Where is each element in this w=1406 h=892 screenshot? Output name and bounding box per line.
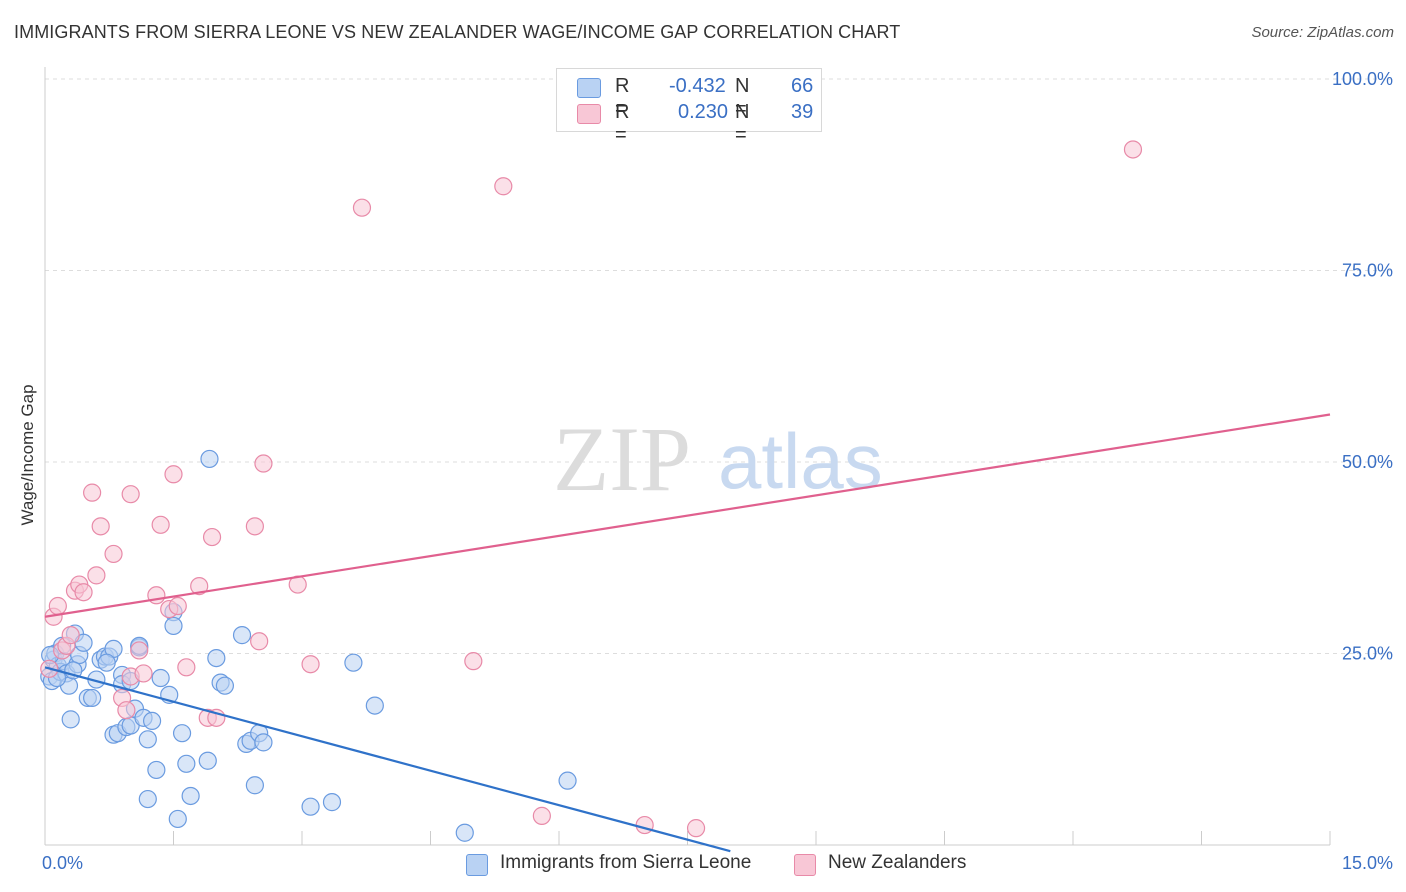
point-new-zealanders	[254, 454, 273, 473]
point-sierra-leone	[168, 809, 187, 829]
point-sierra-leone	[344, 653, 363, 672]
point-new-zealanders	[117, 701, 136, 720]
legend-r-label: R =	[615, 75, 630, 120]
point-new-zealanders	[202, 527, 222, 547]
point-new-zealanders	[352, 198, 372, 217]
point-sierra-leone	[254, 733, 273, 752]
point-sierra-leone	[198, 751, 217, 770]
trend-line-sierra-leone	[44, 666, 731, 853]
legend-r-value: 0.230	[678, 101, 729, 123]
point-new-zealanders	[87, 566, 106, 585]
point-sierra-leone	[151, 668, 170, 688]
point-sierra-leone	[83, 688, 102, 708]
point-sierra-leone	[200, 449, 219, 469]
y-tick-label: 25.0%	[1342, 644, 1393, 664]
y-tick-label: 50.0%	[1342, 452, 1393, 472]
legend-n-value: 39	[791, 101, 814, 123]
point-new-zealanders	[686, 819, 706, 838]
point-sierra-leone	[365, 696, 384, 715]
point-sierra-leone	[138, 730, 157, 749]
y-tick-label: 100.0%	[1332, 69, 1393, 89]
point-sierra-leone	[172, 724, 192, 743]
grid-lines	[45, 78, 1392, 654]
point-new-zealanders	[245, 517, 264, 536]
point-sierra-leone	[301, 797, 320, 816]
point-sierra-leone	[207, 648, 226, 668]
legend-n-label: N =	[735, 101, 750, 146]
point-new-zealanders	[164, 465, 183, 484]
point-sierra-leone	[164, 616, 183, 636]
trend-line-new-zealanders	[44, 413, 1331, 618]
point-sierra-leone	[322, 793, 342, 812]
point-new-zealanders	[190, 576, 209, 596]
point-new-zealanders	[532, 806, 551, 825]
point-sierra-leone	[181, 786, 200, 806]
legend-swatch-blue	[577, 78, 601, 98]
chart-title: IMMIGRANTS FROM SIERRA LEONE VS NEW ZEAL…	[14, 22, 901, 42]
point-sierra-leone	[138, 789, 157, 809]
legend-n-value: 66	[791, 75, 814, 97]
point-new-zealanders	[301, 655, 320, 674]
point-sierra-leone	[232, 626, 252, 645]
y-axis-label: Wage/Income Gap	[18, 384, 37, 525]
point-new-zealanders	[151, 515, 170, 534]
point-new-zealanders	[121, 485, 140, 504]
point-sierra-leone	[97, 653, 116, 672]
point-new-zealanders	[83, 483, 102, 502]
x-tick-label-end: 15.0%	[1342, 853, 1393, 873]
watermark-zip: ZIP	[553, 408, 691, 510]
point-sierra-leone	[61, 710, 80, 729]
legend-r-label: R =	[615, 101, 630, 146]
point-new-zealanders	[61, 626, 80, 645]
point-new-zealanders	[177, 658, 196, 677]
point-new-zealanders	[104, 544, 123, 564]
point-sierra-leone	[142, 711, 162, 731]
point-sierra-leone	[177, 754, 196, 773]
point-sierra-leone	[245, 776, 264, 795]
point-new-zealanders	[464, 652, 483, 671]
chart-source: Source: ZipAtlas.com	[1251, 24, 1394, 41]
legend: R = -0.432 N = 66 R = 0.230 N = 39	[556, 68, 822, 146]
point-new-zealanders	[250, 632, 269, 651]
legend-r-value: -0.432	[669, 75, 726, 97]
trend-lines	[44, 413, 1331, 853]
point-new-zealanders	[134, 664, 153, 683]
point-sierra-leone	[455, 823, 474, 842]
bottom-legend-label: Immigrants from Sierra Leone	[500, 852, 752, 873]
data-points	[40, 140, 1143, 842]
point-new-zealanders	[494, 177, 513, 196]
point-sierra-leone	[215, 676, 234, 695]
point-new-zealanders	[91, 517, 110, 536]
x-tick-label-start: 0.0%	[42, 853, 83, 873]
bottom-swatch-pink	[794, 854, 816, 876]
point-new-zealanders	[1123, 140, 1143, 159]
bottom-legend-label: New Zealanders	[828, 852, 967, 873]
point-sierra-leone	[147, 760, 166, 780]
point-new-zealanders	[168, 596, 187, 616]
point-new-zealanders	[130, 641, 149, 660]
point-sierra-leone	[558, 771, 577, 790]
bottom-swatch-blue	[466, 854, 488, 876]
y-tick-label: 75.0%	[1342, 261, 1393, 281]
point-new-zealanders	[74, 583, 93, 602]
watermark-atlas: atlas	[718, 417, 883, 505]
point-new-zealanders	[48, 596, 67, 616]
axes	[44, 67, 1331, 846]
legend-swatch-pink	[577, 104, 601, 124]
tick-labels: 100.0% 75.0% 50.0% 25.0% 0.0% 15.0%	[42, 69, 1393, 873]
point-new-zealanders	[635, 815, 654, 835]
legend-n-label: N =	[735, 75, 750, 120]
